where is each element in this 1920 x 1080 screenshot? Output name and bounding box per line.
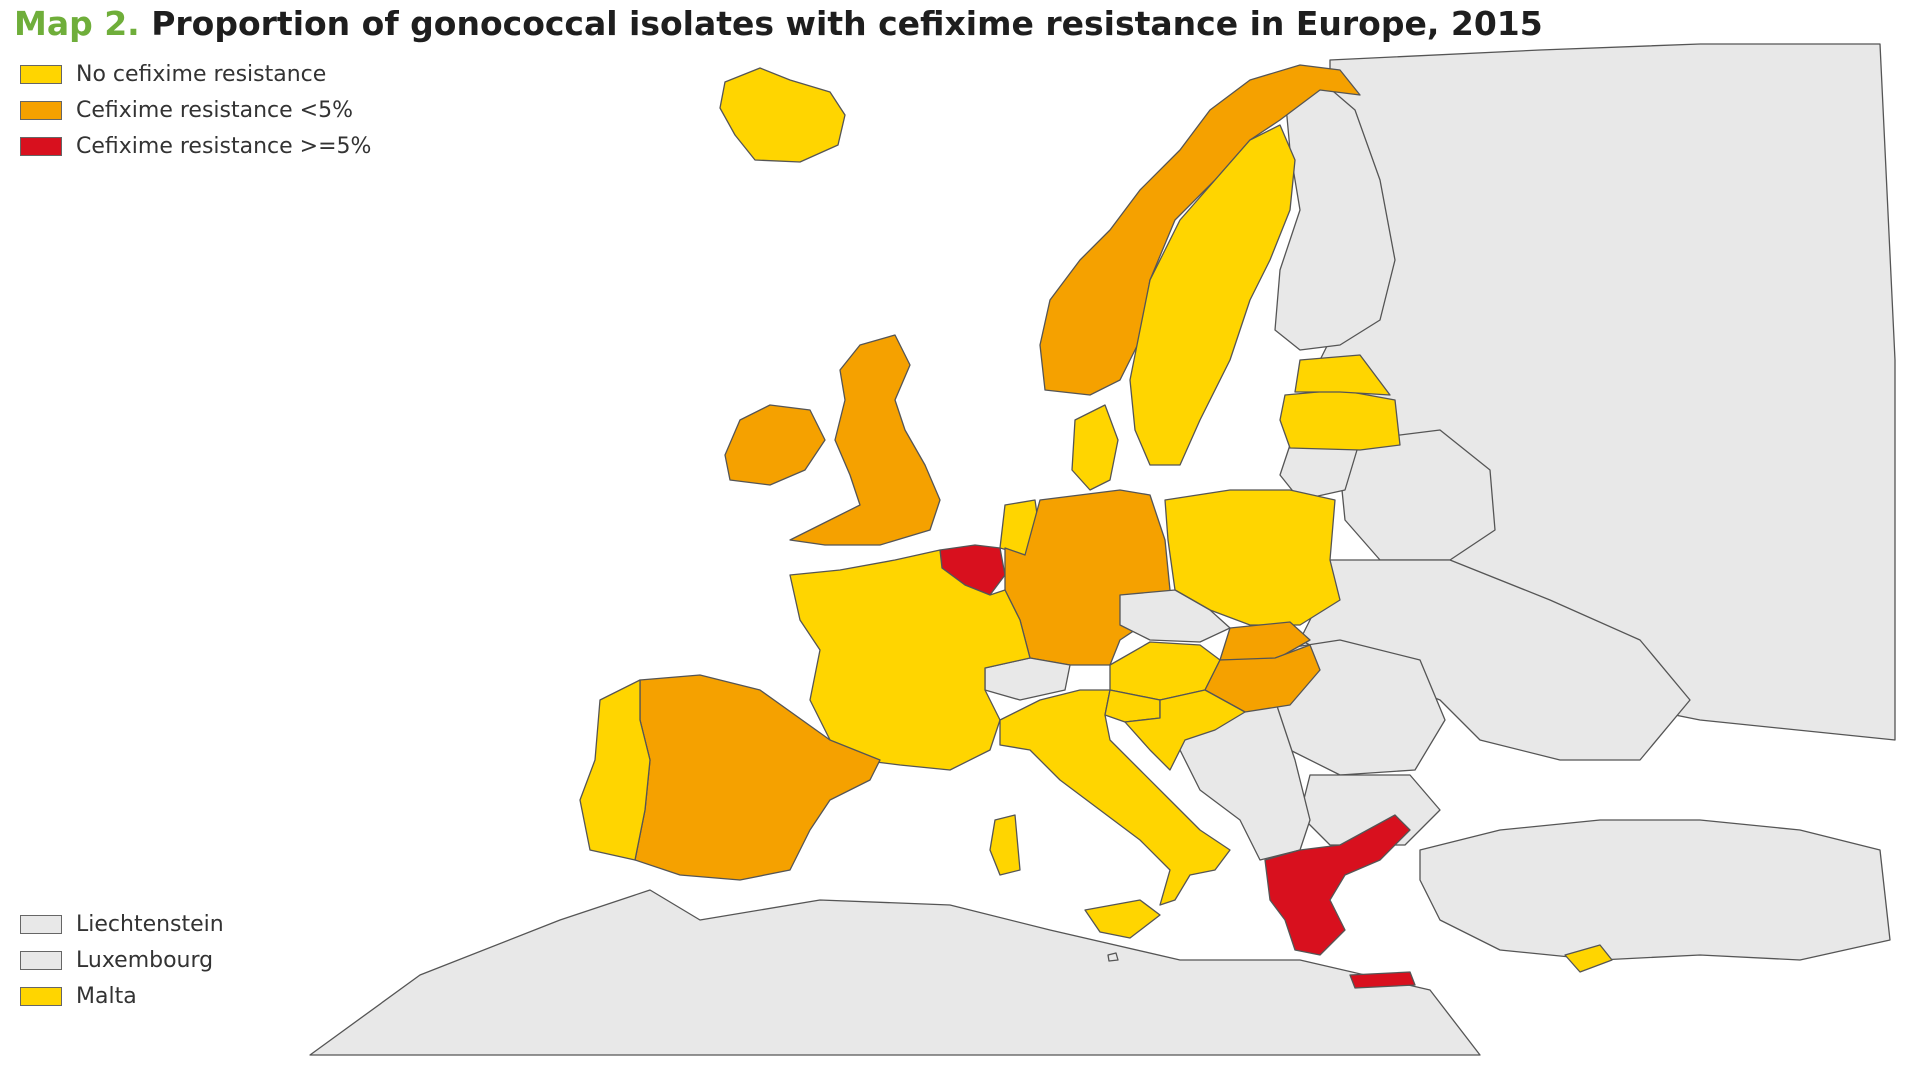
legend-label: Malta [76, 983, 137, 1009]
region-north-africa [309, 889, 1481, 1056]
region-sweden [1129, 124, 1296, 466]
region-denmark [1071, 404, 1119, 491]
region-czech [1119, 589, 1231, 643]
region-ukraine [1299, 559, 1691, 761]
region-cyprus [1564, 944, 1613, 973]
region-crete [1349, 971, 1416, 989]
legend-item-high: Cefixime resistance >=5% [20, 128, 371, 164]
region-portugal [579, 679, 651, 861]
region-poland [1164, 489, 1341, 626]
legend-swatch [20, 950, 62, 970]
legend: No cefixime resistance Cefixime resistan… [20, 56, 371, 164]
legend-swatch [20, 136, 62, 156]
region-sicily [1084, 899, 1161, 939]
region-france [789, 549, 1031, 771]
map-title: Map 2. Proportion of gonococcal isolates… [14, 4, 1543, 43]
region-estonia [1294, 354, 1391, 396]
region-uk [789, 334, 941, 546]
legend-item-none: No cefixime resistance [20, 56, 371, 92]
legend-label: Luxembourg [76, 947, 214, 973]
map-title-text: Proportion of gonococcal isolates with c… [151, 4, 1543, 43]
region-slovakia [1219, 621, 1311, 661]
region-iceland [719, 67, 846, 163]
legend-label: Cefixime resistance >=5% [76, 133, 372, 159]
region-sardinia [989, 814, 1021, 876]
legend-label: Cefixime resistance <5% [76, 97, 353, 123]
legend-swatch [20, 64, 62, 84]
legend-swatch [20, 986, 62, 1006]
map-number: Map 2. [14, 4, 140, 43]
region-greece [1264, 814, 1411, 956]
region-malta [1107, 952, 1119, 962]
region-finland [1274, 79, 1396, 351]
small-country-malta: Malta [20, 978, 224, 1014]
region-turkey [1419, 819, 1891, 961]
legend-swatch [20, 100, 62, 120]
small-country-liechtenstein: Liechtenstein [20, 906, 224, 942]
region-balkans [1179, 699, 1311, 861]
region-croatia [1124, 689, 1246, 771]
small-countries-legend: Liechtenstein Luxembourg Malta [20, 906, 224, 1014]
region-ireland [724, 404, 826, 486]
legend-swatch [20, 914, 62, 934]
legend-item-low: Cefixime resistance <5% [20, 92, 371, 128]
region-latvia [1279, 389, 1401, 451]
legend-label: Liechtenstein [76, 911, 224, 937]
small-country-luxembourg: Luxembourg [20, 942, 224, 978]
legend-label: No cefixime resistance [76, 61, 327, 87]
